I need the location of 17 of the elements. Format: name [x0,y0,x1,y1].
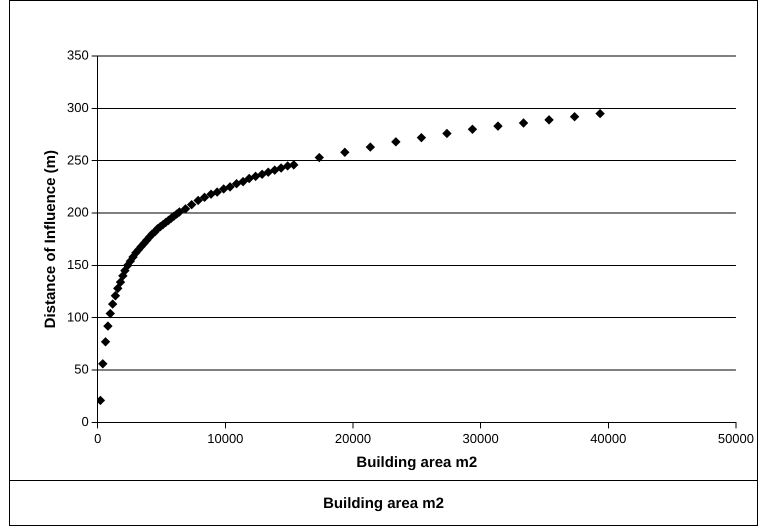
x-tick-label: 0 [94,430,102,446]
x-tick-label: 30000 [462,430,499,446]
y-axis-title: Distance of Influence (m) [42,150,60,328]
y-tick-label: 200 [66,204,89,220]
y-tick-label: 250 [66,152,89,168]
y-tick-label: 350 [66,48,89,63]
y-tick-label: 0 [81,414,89,429]
y-tick-label: 300 [66,100,89,115]
x-tick-label: 10000 [207,430,244,446]
y-tick-label: 150 [66,256,89,272]
x-tick-label: 50000 [718,430,754,446]
y-tick-label: 100 [66,309,89,324]
x-tick-label: 20000 [334,430,372,446]
text: Building area m2 [323,494,444,512]
x-axis-title: Building area m2 [356,454,478,472]
y-tick-label: 50 [74,362,89,377]
x-tick-label: 40000 [590,430,626,446]
